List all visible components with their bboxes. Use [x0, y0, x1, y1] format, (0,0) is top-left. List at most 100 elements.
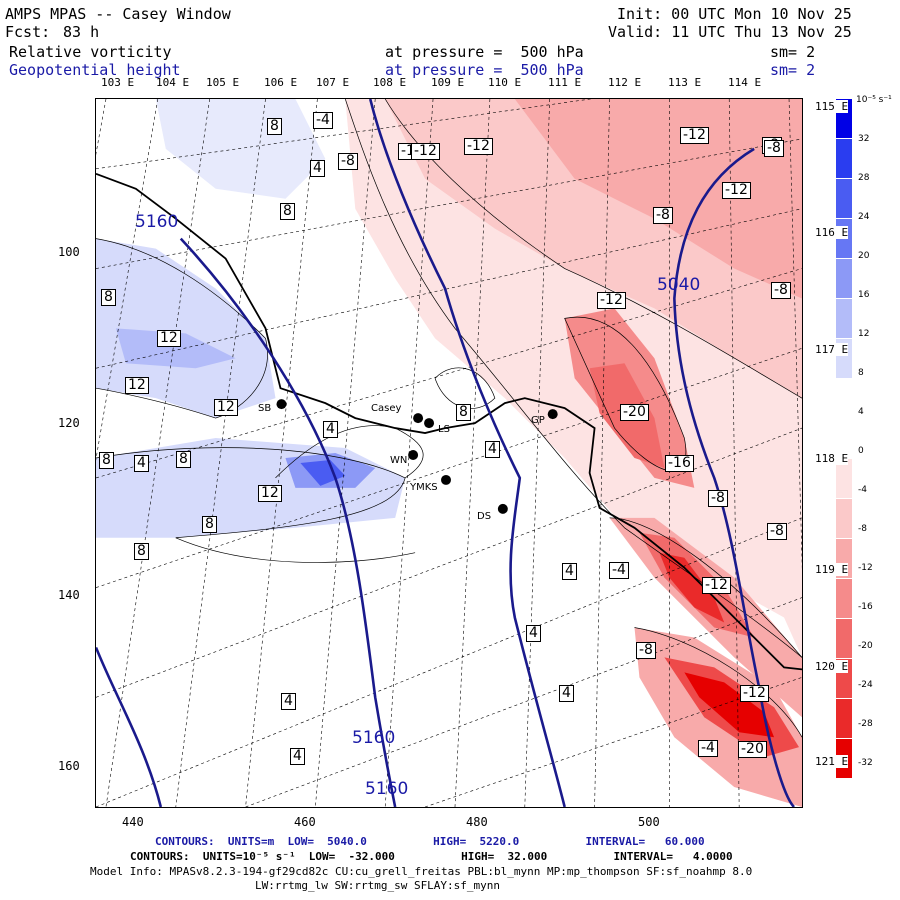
lon-label: 113 E	[668, 76, 702, 89]
station-label: DS	[477, 511, 492, 522]
lon-label-right: 121 E	[815, 755, 849, 768]
lon-label: 105 E	[206, 76, 240, 89]
colorbar-label: -28	[858, 719, 873, 729]
lon-label: 111 E	[548, 76, 582, 89]
vorticity-contour-label: -8	[653, 207, 673, 224]
field2-name: Geopotential height	[9, 61, 181, 79]
forecast-hour: 83 h	[63, 23, 100, 41]
y-tick-label: 100	[58, 245, 80, 259]
vorticity-contour-label: -12	[702, 577, 731, 594]
colorbar-segment	[836, 619, 852, 659]
colorbar-unit: 10⁻⁵ s⁻¹	[856, 95, 892, 105]
geopotential-height-contours	[96, 99, 796, 807]
vorticity-contour-label: -8	[767, 523, 787, 540]
vorticity-contour-label: 8	[456, 404, 471, 421]
vorticity-contour-label: -12	[740, 685, 769, 702]
field1-name: Relative vorticity	[9, 43, 172, 61]
colorbar-label: -20	[858, 641, 873, 651]
colorbar-label: -16	[858, 602, 873, 612]
vorticity-contour-label: -20	[738, 741, 767, 758]
lon-label-right: 115 E	[815, 100, 849, 113]
colorbar-segment	[836, 139, 852, 179]
station-markers	[276, 399, 558, 514]
vorticity-contour-label: 12	[258, 485, 282, 502]
vorticity-contour-label: 8	[202, 516, 217, 533]
height-contour-label: 5040	[657, 275, 701, 295]
colorbar-label: 28	[858, 173, 870, 183]
lon-label: 112 E	[608, 76, 642, 89]
vorticity-contour-label: 12	[125, 377, 149, 394]
vorticity-contour-label: 4	[485, 441, 500, 458]
vorticity-contour-label: 12	[157, 330, 181, 347]
vorticity-contour-label: 8	[267, 118, 282, 135]
vorticity-contour-label: -8	[771, 282, 791, 299]
lon-label-right: 118 E	[815, 452, 849, 465]
colorbar-label: -8	[858, 524, 867, 534]
map-plot-area	[95, 98, 803, 808]
vorticity-contour-label: 8	[176, 451, 191, 468]
lon-label: 103 E	[101, 76, 135, 89]
vorticity-contour-label: 12	[214, 399, 238, 416]
colorbar-label: 4	[858, 407, 864, 417]
station-label: Casey	[371, 403, 402, 414]
colorbar-label: -24	[858, 680, 873, 690]
forecast-label: Fcst:	[5, 23, 51, 41]
colorbar-segment	[836, 299, 852, 339]
map-title: AMPS MPAS -- Casey Window	[5, 5, 231, 23]
colorbar-label: 16	[858, 290, 870, 300]
colorbar-segment	[836, 379, 852, 419]
y-tick-label: 120	[58, 416, 80, 430]
y-tick-label: 140	[58, 588, 80, 602]
vorticity-contour-label: -4	[609, 562, 629, 579]
y-tick-label: 160	[58, 759, 80, 773]
field1-smoothing: sm= 2	[770, 43, 816, 61]
vorticity-contours-info: CONTOURS: UNITS=10⁻⁵ s⁻¹ LOW= -32.000 HI…	[130, 850, 733, 863]
lon-label: 107 E	[316, 76, 350, 89]
vorticity-contour-label: 4	[310, 160, 325, 177]
vorticity-contour-label: -16	[665, 455, 694, 472]
vorticity-contour-label: -4	[313, 112, 333, 129]
x-tick-label: 480	[466, 815, 488, 829]
lon-label-right: 117 E	[815, 343, 849, 356]
colorbar-label: 32	[858, 134, 870, 144]
vorticity-contour-label: 4	[290, 748, 305, 765]
height-contours-info: CONTOURS: UNITS=m LOW= 5040.0 HIGH= 5220…	[155, 835, 705, 848]
colorbar-label: -32	[858, 758, 873, 768]
station-label: WN	[390, 455, 408, 466]
vorticity-contour-label: -12	[411, 143, 440, 160]
lon-label-right: 120 E	[815, 660, 849, 673]
vorticity-contour-label: -8	[636, 642, 656, 659]
colorbar-segment	[836, 579, 852, 619]
height-contour-label: 5160	[365, 779, 409, 799]
field2-smoothing: sm= 2	[770, 61, 816, 79]
station-label: LS	[438, 424, 450, 435]
vorticity-contour-label: 4	[323, 421, 338, 438]
colorbar-label: -4	[858, 485, 867, 495]
colorbar-segment	[836, 179, 852, 219]
model-info: Model Info: MPASv8.2.3-194-gf29cd82c CU:…	[90, 865, 753, 878]
x-tick-label: 500	[638, 815, 660, 829]
colorbar-label: 24	[858, 212, 870, 222]
vorticity-contour-label: 4	[562, 563, 577, 580]
x-tick-label: 460	[294, 815, 316, 829]
colorbar-segment	[836, 499, 852, 539]
colorbar-label: 12	[858, 329, 870, 339]
lon-label: 114 E	[728, 76, 762, 89]
height-contour-label: 5160	[352, 728, 396, 748]
vorticity-contour-label: 8	[99, 452, 114, 469]
colorbar-label: 20	[858, 251, 870, 261]
vorticity-contour-label: -12	[597, 292, 626, 309]
height-contour-label: 5160	[135, 212, 179, 232]
field2-level: at pressure = 500 hPa	[385, 61, 584, 79]
lon-label: 106 E	[264, 76, 298, 89]
vorticity-contour-label: 4	[134, 455, 149, 472]
colorbar-label: 0	[858, 446, 864, 456]
vorticity-contour-label: 8	[101, 289, 116, 306]
vorticity-contour-label: -12	[722, 182, 751, 199]
x-tick-label: 440	[122, 815, 144, 829]
vorticity-contour-label: 4	[281, 693, 296, 710]
vorticity-contour-label: -20	[620, 404, 649, 421]
lon-label-right: 119 E	[815, 563, 849, 576]
lon-label: 104 E	[156, 76, 190, 89]
vorticity-contour-label: -8	[338, 153, 358, 170]
